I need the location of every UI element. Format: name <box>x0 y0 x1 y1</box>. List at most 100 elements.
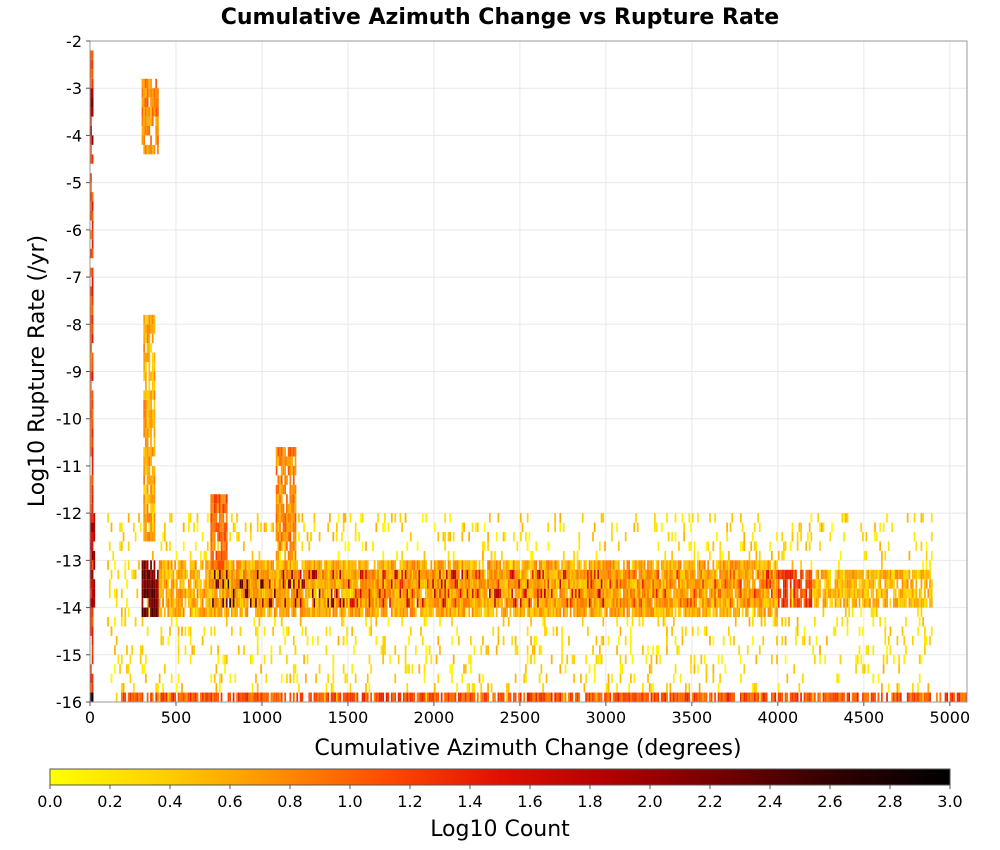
heatmap-cell <box>929 560 931 570</box>
heatmap-cell <box>531 645 534 655</box>
heatmap-cell <box>270 522 273 533</box>
heatmap-cell <box>538 579 541 589</box>
heatmap-cell <box>671 607 673 618</box>
heatmap-cell <box>201 532 204 542</box>
heatmap-cell <box>232 579 235 589</box>
heatmap-cell <box>339 598 342 608</box>
heatmap-cell <box>605 579 608 589</box>
heatmap-cell <box>112 550 115 561</box>
heatmap-cell <box>764 598 766 608</box>
heatmap-cell <box>523 560 526 570</box>
heatmap-cell <box>896 569 899 580</box>
heatmap-cell <box>483 598 486 608</box>
heatmap-cell <box>205 598 207 608</box>
heatmap-cell <box>329 607 331 618</box>
heatmap-cell <box>753 683 756 693</box>
heatmap-cell <box>425 692 428 702</box>
heatmap-cell <box>370 607 373 618</box>
heatmap-cell <box>686 560 689 570</box>
heatmap-cell <box>507 683 510 693</box>
heatmap-cell <box>457 607 460 618</box>
heatmap-cell <box>485 579 488 589</box>
heatmap-cell <box>337 560 340 570</box>
heatmap-cell <box>93 560 96 570</box>
heatmap-cell <box>654 588 656 599</box>
heatmap-cell <box>684 692 687 702</box>
heatmap-cell <box>470 579 472 589</box>
heatmap-cell <box>301 607 304 618</box>
heatmap-cell <box>408 579 410 589</box>
heatmap-cell <box>805 579 808 589</box>
heatmap-cell <box>597 588 600 599</box>
heatmap-cell <box>329 560 331 570</box>
heatmap-cell <box>193 560 195 570</box>
heatmap-cell <box>499 598 501 608</box>
heatmap-cell <box>90 607 92 618</box>
heatmap-cell <box>824 598 826 608</box>
heatmap-cell <box>609 588 612 599</box>
heatmap-cell <box>715 532 718 542</box>
heatmap-cell <box>734 617 737 627</box>
heatmap-cell <box>679 673 682 684</box>
heatmap-cell <box>714 569 716 580</box>
heatmap-cell <box>408 635 410 646</box>
heatmap-cell <box>504 588 507 599</box>
heatmap-cell <box>402 692 405 702</box>
heatmap-cell <box>817 588 820 599</box>
heatmap-cell <box>671 532 673 542</box>
heatmap-cell <box>674 560 677 570</box>
heatmap-cell <box>248 569 250 580</box>
heatmap-cell <box>482 550 484 561</box>
heatmap-cell <box>600 635 603 646</box>
heatmap-cell <box>910 598 912 608</box>
heatmap-cell <box>645 607 648 618</box>
heatmap-cell <box>286 654 288 665</box>
heatmap-cell <box>411 579 414 589</box>
heatmap-cell <box>626 617 629 627</box>
heatmap-cell <box>879 588 882 599</box>
heatmap-cell <box>820 569 823 580</box>
heatmap-cell <box>564 692 567 702</box>
heatmap-cell <box>263 692 266 702</box>
heatmap-cell <box>174 607 176 618</box>
heatmap-cell <box>444 598 446 608</box>
heatmap-cell <box>533 635 536 646</box>
heatmap-cell <box>327 560 330 570</box>
heatmap-cell <box>260 588 262 599</box>
heatmap-cell <box>329 598 331 608</box>
heatmap-cell <box>507 579 510 589</box>
heatmap-cell <box>795 598 797 608</box>
heatmap-cell <box>234 607 237 618</box>
heatmap-cell <box>346 579 348 589</box>
heatmap-cell <box>217 541 219 551</box>
heatmap-cell <box>206 569 209 580</box>
heatmap-cell <box>483 579 486 589</box>
heatmap-cell <box>91 50 94 60</box>
heatmap-cell <box>561 654 563 665</box>
heatmap-cell <box>762 579 765 589</box>
heatmap-cell <box>423 607 426 618</box>
heatmap-cell <box>709 588 711 599</box>
heatmap-cell <box>138 560 140 570</box>
heatmap-cell <box>538 673 541 684</box>
heatmap-cell <box>304 598 307 608</box>
heatmap-cell <box>189 626 192 636</box>
heatmap-cell <box>464 579 467 589</box>
heatmap-cell <box>770 579 773 589</box>
heatmap-cell <box>323 579 326 589</box>
heatmap-cell <box>846 617 849 627</box>
heatmap-cell <box>90 683 92 693</box>
heatmap-cell <box>776 532 778 542</box>
heatmap-cell <box>468 607 471 618</box>
heatmap-cell <box>530 598 532 608</box>
heatmap-cell <box>525 569 527 580</box>
heatmap-cell <box>516 598 519 608</box>
heatmap-cell <box>578 588 581 599</box>
heatmap-cell <box>750 588 753 599</box>
heatmap-cell <box>678 579 680 589</box>
heatmap-cell <box>272 579 274 589</box>
heatmap-cell <box>884 569 887 580</box>
heatmap-cell <box>867 664 869 674</box>
heatmap-cell <box>480 683 483 693</box>
heatmap-cell <box>177 569 180 580</box>
